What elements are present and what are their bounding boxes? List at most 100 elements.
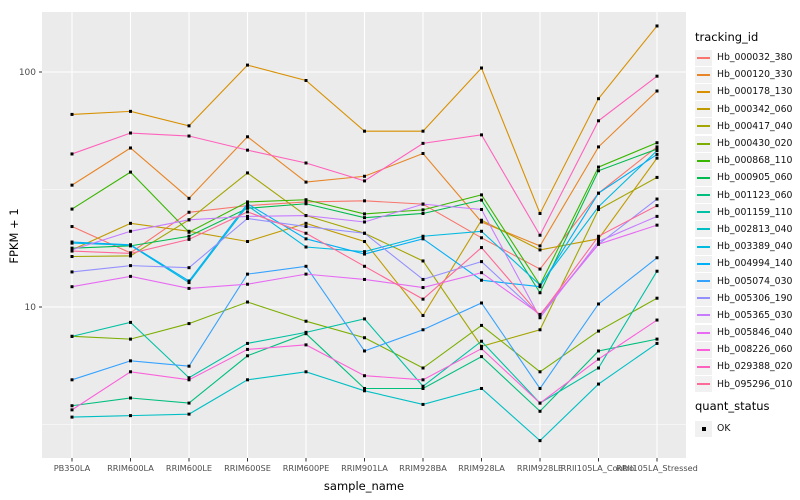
data-point: [597, 207, 600, 211]
data-point: [597, 169, 600, 173]
data-point: [246, 202, 249, 206]
legend-entry: Hb_001159_110: [695, 204, 792, 221]
quant-status-entry: OK: [695, 420, 730, 437]
data-point: [246, 272, 249, 276]
data-point: [363, 374, 366, 378]
legend-label: Hb_003389_040: [717, 241, 793, 253]
data-point: [655, 175, 659, 179]
data-point: [655, 145, 659, 149]
data-point: [421, 366, 425, 370]
data-point: [421, 151, 425, 155]
x-tick-label: RRII105LA_Control: [561, 463, 637, 473]
data-point: [129, 264, 132, 268]
data-point: [655, 147, 659, 151]
legend-label: Hb_000430_020: [717, 138, 793, 150]
data-point: [70, 270, 74, 274]
data-point: [304, 237, 308, 241]
legend-entry: Hb_008226_060: [695, 341, 792, 358]
data-point: [70, 225, 74, 229]
data-point: [363, 216, 366, 220]
data-point: [129, 146, 132, 150]
data-point: [363, 179, 366, 183]
data-point: [655, 149, 659, 153]
data-point: [363, 349, 366, 353]
data-point: [129, 274, 132, 278]
data-point: [480, 229, 483, 233]
legend-key: [695, 273, 712, 290]
legend-label: Hb_095296_010: [717, 378, 793, 390]
data-point: [655, 204, 659, 208]
legend-entry: Hb_000905_060: [695, 169, 792, 186]
data-point: [421, 208, 425, 212]
data-point: [129, 396, 132, 400]
legend-entry: Hb_001123_060: [695, 187, 792, 204]
x-tick-label: RRIM600PE: [283, 463, 330, 473]
data-point: [363, 231, 366, 235]
data-point: [246, 347, 249, 351]
legend-key: [695, 255, 712, 272]
data-point: [597, 191, 600, 195]
legend-key-line: [697, 331, 710, 334]
x-tick-label: RRIM901LA: [341, 463, 388, 473]
data-point: [363, 264, 366, 268]
data-point: [187, 281, 191, 285]
legend-label: Hb_004994_140: [717, 258, 793, 270]
data-point: [480, 198, 483, 202]
data-point: [421, 141, 425, 145]
data-point: [480, 339, 483, 343]
data-point: [246, 63, 249, 67]
legend-key: [695, 118, 712, 135]
legend-key-line: [697, 314, 710, 317]
legend-label: Hb_000120_330: [717, 69, 793, 81]
data-point: [187, 266, 191, 270]
data-point: [246, 300, 249, 304]
data-point: [363, 199, 366, 203]
data-point: [480, 355, 483, 359]
data-point: [246, 206, 249, 210]
legend-entry: Hb_000868_110: [695, 152, 792, 169]
data-point: [597, 366, 600, 370]
legend-key-line: [697, 159, 710, 162]
data-point: [655, 152, 659, 156]
data-point: [304, 180, 308, 184]
legend-entry: Hb_005365_030: [695, 307, 792, 324]
data-point: [655, 341, 659, 345]
legend-key-line: [697, 56, 710, 59]
legend-key-line: [697, 211, 710, 214]
data-point: [70, 404, 74, 408]
data-point: [187, 230, 191, 234]
data-point: [421, 386, 425, 390]
data-point: [129, 414, 132, 418]
data-point: [480, 220, 483, 224]
data-point: [129, 221, 132, 225]
data-point: [655, 296, 659, 300]
legend-key-line: [697, 348, 710, 351]
data-point: [187, 196, 191, 200]
legend-entry: Hb_000430_020: [695, 135, 792, 152]
data-point: [187, 134, 191, 138]
data-point: [70, 255, 74, 259]
data-point: [597, 119, 600, 123]
legend-entry: Hb_000178_130: [695, 83, 792, 100]
data-point: [304, 202, 308, 206]
legend-key: [695, 49, 712, 66]
legend-key: [695, 341, 712, 358]
legend-key-line: [697, 125, 710, 128]
data-point: [70, 408, 74, 412]
data-point: [597, 239, 600, 243]
x-tick-label: PB350LA: [54, 463, 91, 473]
data-point: [70, 378, 74, 382]
data-point: [421, 234, 425, 238]
legend-key-line: [697, 280, 710, 283]
data-point: [246, 217, 249, 221]
data-point: [538, 314, 542, 318]
data-point: [655, 214, 659, 218]
x-tick-label: RRII105LA_Stressed: [616, 463, 698, 473]
legend-key-line: [697, 73, 710, 76]
data-point: [538, 328, 542, 332]
data-point: [480, 246, 483, 250]
legend-label: Hb_000342_060: [717, 103, 793, 115]
data-point: [538, 291, 542, 295]
data-point: [597, 97, 600, 101]
